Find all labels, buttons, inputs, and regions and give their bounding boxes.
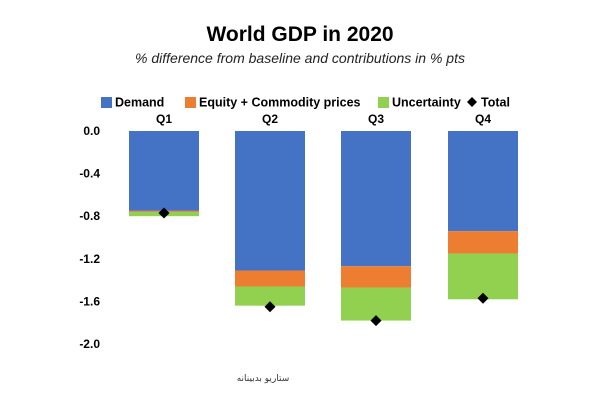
y-tick-label: 0.0 xyxy=(83,124,100,138)
total-marker-q4 xyxy=(477,292,489,304)
legend: Demand Equity + Commodity prices Uncertain… xyxy=(101,96,510,110)
y-tick-label: -2.0 xyxy=(79,337,100,351)
legend-swatch xyxy=(101,97,112,108)
bar-q4-series-1 xyxy=(448,231,518,254)
category-label-q3: Q3 xyxy=(368,112,384,126)
legend-label: Total xyxy=(481,96,510,110)
category-label-q1: Q1 xyxy=(156,112,172,126)
bar-q4-series-2 xyxy=(448,253,518,300)
legend-label: Equity + Commodity prices xyxy=(199,96,361,110)
category-labels: Q1 Q2 Q3 Q4 xyxy=(156,112,491,126)
category-label-q4: Q4 xyxy=(475,112,491,126)
y-axis: 0.0 -0.4 -0.8 -1.2 -1.6 -2.0 xyxy=(79,124,100,351)
y-tick-label: -0.4 xyxy=(79,167,100,181)
bar-q4-series-0 xyxy=(448,131,518,232)
chart-title: World GDP in 2020 xyxy=(206,23,393,46)
y-tick-label: -1.2 xyxy=(79,252,100,266)
bar-q3-series-1 xyxy=(341,266,411,288)
y-tick-label: -1.6 xyxy=(79,294,100,308)
legend-label: Demand xyxy=(115,96,164,110)
chart-subtitle: % difference from baseline and contribut… xyxy=(135,50,465,66)
bar-q2-series-2 xyxy=(235,286,305,306)
footnote: ستاریو بدبینانه xyxy=(237,374,290,384)
legend-swatch xyxy=(467,97,477,107)
legend-swatch xyxy=(185,97,196,108)
bar-q1-series-0 xyxy=(129,131,199,211)
legend-label: Uncertainty xyxy=(392,96,461,110)
bar-q2-series-0 xyxy=(235,131,305,271)
bar-q3-series-0 xyxy=(341,131,411,267)
bar-q2-series-1 xyxy=(235,270,305,287)
total-marker-q2 xyxy=(264,301,276,313)
category-label-q2: Q2 xyxy=(262,112,278,126)
y-tick-label: -0.8 xyxy=(79,209,100,223)
bars xyxy=(129,131,518,321)
bar-q3-series-2 xyxy=(341,287,411,321)
legend-swatch xyxy=(378,97,389,108)
total-markers xyxy=(158,207,489,327)
total-marker-q1 xyxy=(158,207,170,219)
total-marker-q3 xyxy=(370,315,382,327)
